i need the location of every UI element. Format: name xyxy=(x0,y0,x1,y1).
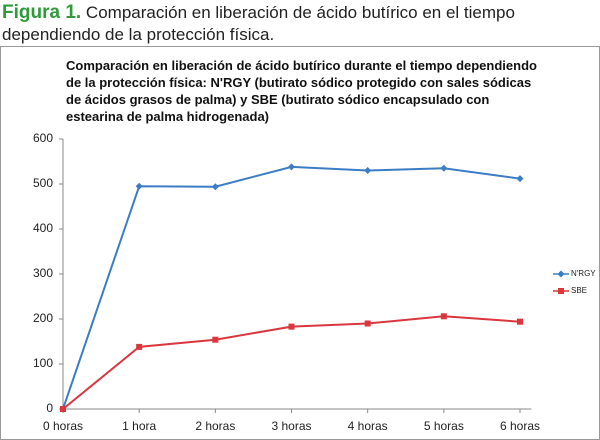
marker xyxy=(558,288,564,294)
marker xyxy=(364,320,371,327)
marker xyxy=(557,270,565,278)
x-tick-label: 6 horas xyxy=(500,419,540,433)
legend-label: N'RGY xyxy=(571,269,596,278)
marker xyxy=(212,336,219,343)
series-line xyxy=(62,315,521,410)
chart-title: Comparación en liberación de ácido butír… xyxy=(66,58,537,124)
marker xyxy=(516,175,524,183)
marker xyxy=(136,343,143,350)
caption-text: Comparación en liberación de ácido butír… xyxy=(2,3,515,44)
y-tick-label: 300 xyxy=(33,266,53,280)
x-tick-label: 3 horas xyxy=(271,419,311,433)
y-tick-label: 500 xyxy=(33,176,53,190)
marker xyxy=(211,183,219,191)
marker xyxy=(288,163,295,171)
marker xyxy=(135,182,143,190)
y-tick-label: 100 xyxy=(33,356,53,370)
x-tick-label: 2 horas xyxy=(195,419,235,433)
y-tick-label: 0 xyxy=(46,401,53,415)
y-tick-label: 400 xyxy=(33,221,53,235)
legend-label: SBE xyxy=(571,286,587,295)
x-tick-label: 5 horas xyxy=(424,419,464,433)
x-tick-label: 4 horas xyxy=(348,419,388,433)
x-tick-label: 1 hora xyxy=(122,419,156,433)
y-tick-label: 600 xyxy=(33,131,53,145)
figure-caption: Figura 1. Comparación en liberación de á… xyxy=(2,2,598,46)
y-tick-label: 200 xyxy=(33,311,53,325)
figure-label: Figura 1. xyxy=(2,2,82,23)
marker xyxy=(517,318,523,325)
marker xyxy=(364,167,372,174)
marker xyxy=(440,313,447,320)
marker xyxy=(60,406,66,412)
marker xyxy=(440,164,448,172)
x-tick-label: 0 horas xyxy=(43,419,83,433)
series-line xyxy=(62,165,521,410)
marker xyxy=(288,323,295,330)
